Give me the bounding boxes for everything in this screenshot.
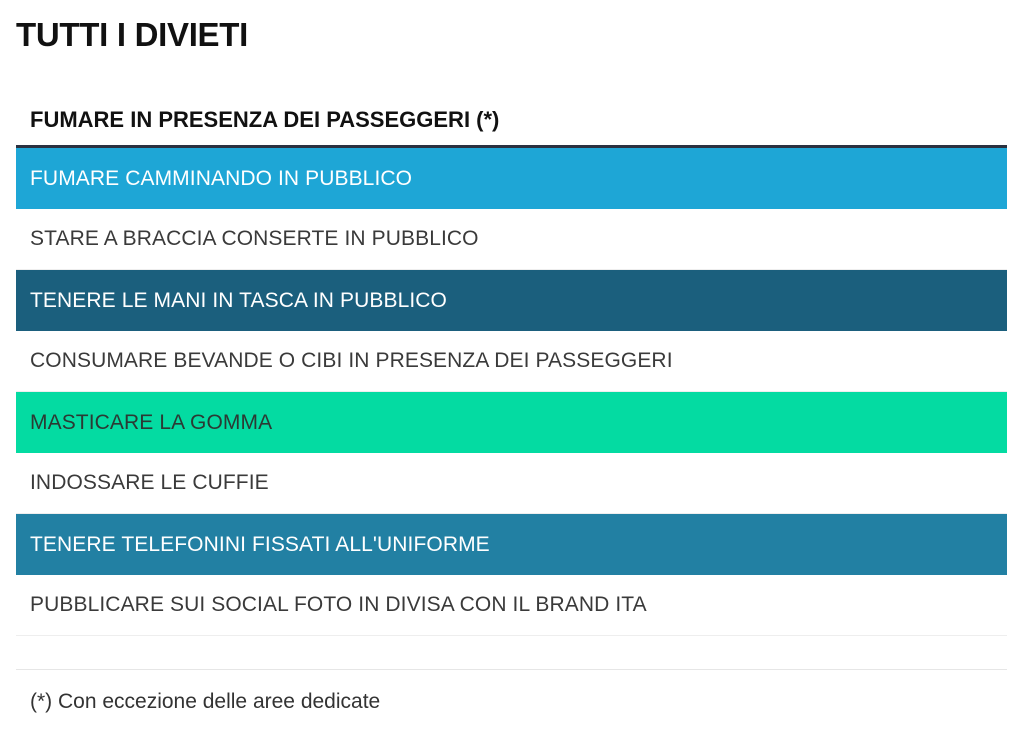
table-row: FUMARE CAMMINANDO IN PUBBLICO	[16, 148, 1007, 209]
table-row: STARE A BRACCIA CONSERTE IN PUBBLICO	[16, 209, 1007, 270]
table-row: MASTICARE LA GOMMA	[16, 392, 1007, 453]
table-row: INDOSSARE LE CUFFIE	[16, 453, 1007, 514]
row-label: TENERE LE MANI IN TASCA IN PUBBLICO	[30, 288, 447, 312]
row-label: CONSUMARE BEVANDE O CIBI IN PRESENZA DEI…	[30, 349, 673, 372]
row-label: PUBBLICARE SUI SOCIAL FOTO IN DIVISA CON…	[30, 593, 647, 616]
row-label: INDOSSARE LE CUFFIE	[30, 471, 269, 494]
row-label: TENERE TELEFONINI FISSATI ALL'UNIFORME	[30, 532, 490, 556]
prohibitions-table: FUMARE IN PRESENZA DEI PASSEGGERI (*) FU…	[16, 94, 1007, 670]
table-row: TENERE LE MANI IN TASCA IN PUBBLICO	[16, 270, 1007, 331]
footnote: (*) Con eccezione delle aree dedicate	[30, 690, 381, 713]
table-row: CONSUMARE BEVANDE O CIBI IN PRESENZA DEI…	[16, 331, 1007, 392]
page-title: TUTTI I DIVIETI	[16, 16, 248, 53]
table-row: TENERE TELEFONINI FISSATI ALL'UNIFORME	[16, 514, 1007, 575]
table-row: PUBBLICARE SUI SOCIAL FOTO IN DIVISA CON…	[16, 575, 1007, 636]
table-header: FUMARE IN PRESENZA DEI PASSEGGERI (*)	[16, 94, 1007, 148]
row-label: FUMARE CAMMINANDO IN PUBBLICO	[30, 166, 413, 190]
row-label: MASTICARE LA GOMMA	[30, 410, 273, 434]
row-label: STARE A BRACCIA CONSERTE IN PUBBLICO	[30, 227, 479, 250]
empty-table-row	[16, 636, 1007, 670]
